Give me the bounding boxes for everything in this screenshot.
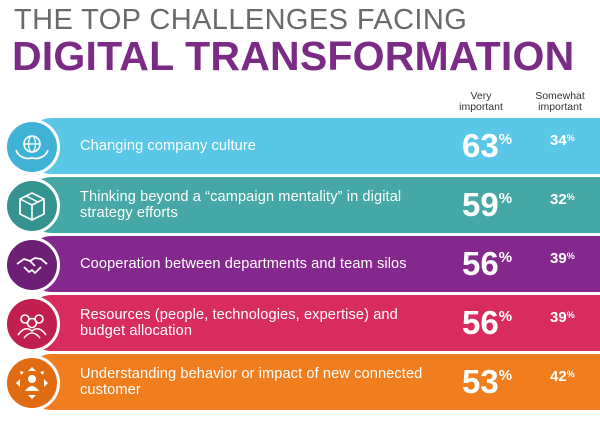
somewhat-important-number: 34 (550, 132, 567, 149)
table-row: Thinking beyond a “campaign mentality” i… (0, 177, 600, 234)
table-row: Cooperation between departments and team… (0, 236, 600, 293)
percent-sign: % (566, 192, 575, 202)
percent-sign: % (498, 190, 513, 207)
people-icon (4, 296, 60, 352)
somewhat-important-value: 39% (550, 250, 575, 268)
very-important-value: 56% (462, 305, 512, 341)
table-row: Changing company culture 63% 34% (0, 118, 600, 175)
percent-sign: % (498, 131, 513, 148)
very-important-number: 56 (462, 245, 499, 282)
percent-sign: % (566, 310, 575, 320)
handshake-icon (4, 237, 60, 293)
very-important-number: 56 (462, 304, 499, 341)
somewhat-important-value: 42% (550, 368, 575, 386)
row-band (24, 118, 600, 174)
very-important-value: 53% (462, 364, 512, 400)
row-label: Changing company culture (80, 138, 257, 154)
row-band (24, 236, 600, 292)
row-label: Thinking beyond a “campaign mentality” i… (80, 189, 402, 221)
column-header-somewhat-important: Somewhat important (535, 90, 585, 113)
percent-sign: % (498, 308, 513, 325)
very-important-value: 63% (462, 128, 512, 164)
percent-sign: % (566, 251, 575, 261)
very-important-number: 63 (462, 127, 499, 164)
percent-sign: % (566, 133, 575, 143)
percent-sign: % (498, 367, 513, 384)
row-band (24, 295, 600, 351)
column-header-very-important: Very important (459, 90, 503, 113)
row-label: Understanding behavior or impact of new … (80, 366, 423, 398)
somewhat-important-number: 32 (550, 191, 567, 208)
row-label: Resources (people, technologies, experti… (80, 307, 398, 339)
title-line-2: DIGITAL TRANSFORMATION (12, 33, 575, 79)
somewhat-important-number: 39 (550, 309, 567, 326)
somewhat-important-value: 32% (550, 191, 575, 209)
somewhat-important-value: 39% (550, 309, 575, 327)
row-band (24, 354, 600, 410)
box-icon (4, 178, 60, 234)
percent-sign: % (498, 249, 513, 266)
percent-sign: % (566, 369, 575, 379)
row-label: Cooperation between departments and team… (80, 256, 407, 272)
customer-arrows-icon (4, 355, 60, 411)
somewhat-important-number: 42 (550, 368, 567, 385)
table-row: Resources (people, technologies, experti… (0, 295, 600, 352)
somewhat-important-value: 34% (550, 132, 575, 150)
very-important-value: 56% (462, 246, 512, 282)
table-row: Understanding behavior or impact of new … (0, 354, 600, 411)
title-line-1: THE TOP CHALLENGES FACING (14, 4, 468, 36)
somewhat-important-number: 39 (550, 250, 567, 267)
very-important-number: 59 (462, 186, 499, 223)
row-band (24, 177, 600, 233)
very-important-value: 59% (462, 187, 512, 223)
globe-handshake-icon (4, 119, 60, 175)
very-important-number: 53 (462, 363, 499, 400)
